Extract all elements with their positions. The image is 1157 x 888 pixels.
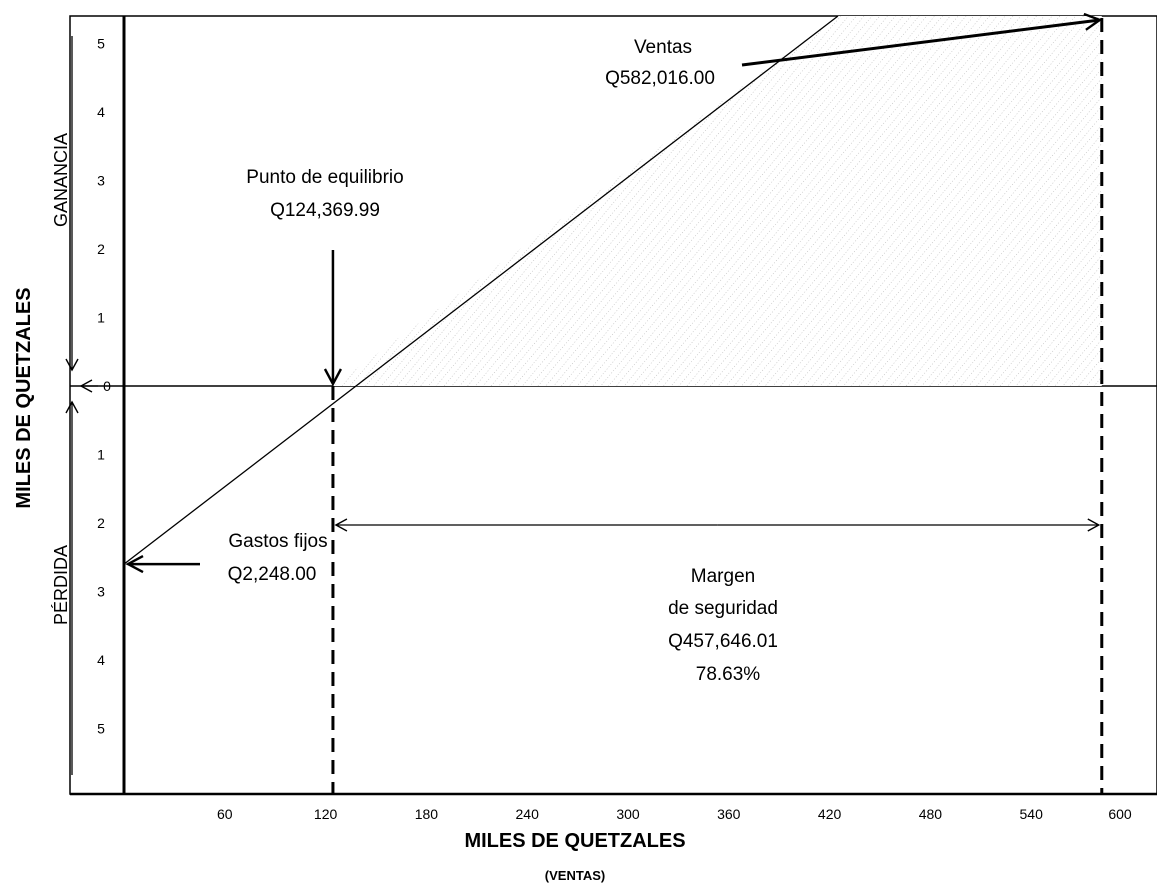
x-tick-label: 300 [616,806,640,822]
safety-margin-value: Q457,646.01 [668,631,778,652]
x-tick-label: 60 [217,806,233,822]
profit-area [332,16,1102,386]
sales-arrow [741,12,1103,67]
y-tick-label: 2 [97,241,105,257]
y-tick-labels: 5 4 3 2 1 0 1 2 3 4 5 [97,36,111,737]
sales-label: Ventas [634,37,692,58]
x-axis-title: MILES DE QUETZALES [464,830,685,852]
x-tick-label: 240 [516,806,540,822]
breakeven-label: Punto de equilibrio [246,167,403,188]
x-tick-label: 420 [818,806,842,822]
perdida-label: PÉRDIDA [51,545,71,625]
y-axis-title: MILES DE QUETZALES [13,287,35,508]
y-tick-label: 2 [97,515,105,531]
x-tick-label: 600 [1108,806,1132,822]
y-tick-label: 5 [97,721,105,737]
sales-value: Q582,016.00 [605,68,715,89]
safety-margin-label-2: de seguridad [668,598,778,619]
y-tick-label: 1 [97,447,105,463]
x-axis-subtitle: (VENTAS) [545,868,605,883]
x-tick-label: 120 [314,806,338,822]
safety-margin-label-1: Margen [691,566,755,587]
x-tick-label: 540 [1020,806,1044,822]
fixed-costs-label: Gastos fijos [228,531,327,552]
y-tick-label: 4 [97,104,105,120]
y-tick-label: 1 [97,310,105,326]
x-tick-label: 360 [717,806,741,822]
y-tick-label: 4 [97,652,105,668]
ganancia-label: GANANCIA [51,133,71,227]
breakeven-value: Q124,369.99 [270,200,380,221]
y-tick-label: 3 [97,173,105,189]
x-tick-label: 480 [919,806,943,822]
x-tick-label: 180 [415,806,439,822]
y-tick-label: 3 [97,584,105,600]
y-tick-label: 5 [97,36,105,52]
safety-margin-percent: 78.63% [696,664,761,685]
x-tick-labels: 60 120 180 240 300 360 420 480 540 600 [217,806,1132,822]
fixed-costs-value: Q2,248.00 [228,564,317,585]
series-line [123,15,839,565]
y-tick-label: 0 [103,378,111,394]
